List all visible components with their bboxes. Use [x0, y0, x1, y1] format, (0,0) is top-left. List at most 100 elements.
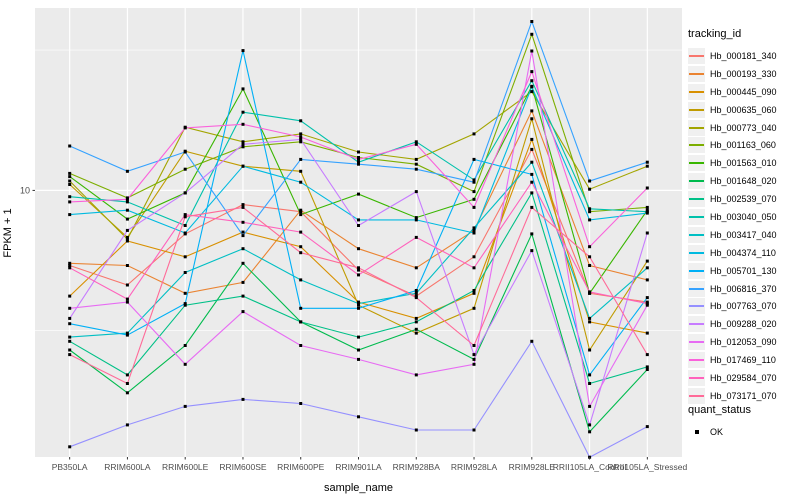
data-point — [530, 109, 534, 113]
data-point — [472, 157, 476, 161]
data-point — [68, 195, 72, 199]
legend-item-label: Hb_000193_330 — [710, 68, 777, 79]
data-point — [472, 353, 476, 357]
data-point — [299, 230, 303, 234]
data-point — [588, 210, 592, 214]
legend-line-icon — [689, 54, 704, 57]
legend-item-Hb_007763_070: Hb_007763_070 — [688, 297, 800, 315]
legend-key-swatch — [688, 65, 705, 82]
data-point — [588, 290, 592, 294]
legend-key-swatch — [688, 352, 705, 369]
legend-item-label: Hb_000773_040 — [710, 122, 777, 133]
data-point — [357, 218, 360, 222]
data-point — [530, 147, 534, 151]
x-tick-label: RRIM928LA — [451, 462, 498, 472]
data-point — [183, 213, 187, 217]
data-point — [241, 142, 245, 146]
data-point — [472, 291, 476, 295]
data-point — [241, 230, 245, 234]
data-point — [414, 140, 418, 144]
data-point — [68, 213, 72, 217]
data-point — [68, 261, 72, 265]
x-tick-label: PB350LA — [52, 462, 88, 472]
data-point — [414, 296, 418, 300]
legend-line-icon — [689, 180, 704, 183]
data-point — [414, 216, 418, 220]
data-point — [125, 373, 129, 377]
data-point — [241, 140, 245, 144]
data-point — [357, 303, 360, 307]
data-point — [530, 232, 534, 236]
legend-item-Hb_001163_060: Hb_001163_060 — [688, 136, 800, 154]
data-point — [414, 157, 418, 161]
data-point — [472, 428, 476, 432]
data-point — [530, 20, 534, 23]
data-point — [530, 49, 534, 53]
x-tick-label: RRIM928LE — [509, 462, 556, 472]
data-point — [588, 348, 592, 352]
data-point — [299, 306, 303, 310]
data-point — [183, 344, 187, 347]
data-point — [68, 294, 72, 298]
data-point — [241, 203, 245, 207]
data-point — [183, 150, 187, 154]
data-point — [530, 90, 534, 94]
data-point — [414, 167, 418, 171]
data-point — [530, 32, 534, 36]
data-point — [530, 137, 534, 141]
data-point — [68, 445, 72, 449]
x-axis-title: sample_name — [324, 482, 393, 494]
data-point — [183, 215, 187, 219]
data-point — [241, 87, 245, 91]
data-point — [357, 156, 360, 159]
data-point — [414, 289, 418, 292]
data-point — [472, 306, 476, 310]
legend-item-Hb_003040_050: Hb_003040_050 — [688, 208, 800, 226]
data-point — [588, 382, 592, 385]
data-point — [472, 197, 476, 201]
legend-item-Hb_000445_090: Hb_000445_090 — [688, 83, 800, 101]
data-point — [357, 302, 360, 306]
data-point — [125, 264, 129, 267]
data-point — [68, 316, 72, 320]
data-point — [645, 353, 649, 357]
data-point — [183, 404, 187, 408]
data-point — [299, 132, 303, 136]
data-point — [645, 205, 649, 209]
data-point — [299, 320, 303, 324]
data-point — [125, 300, 129, 304]
legend-line-icon — [689, 269, 704, 272]
data-point — [530, 172, 534, 176]
data-point — [241, 122, 245, 126]
legend-item-Hb_004374_110: Hb_004374_110 — [688, 244, 800, 262]
data-point — [357, 157, 360, 161]
data-point — [472, 255, 476, 259]
data-point — [183, 303, 187, 307]
data-point — [588, 255, 592, 259]
data-point — [183, 224, 187, 227]
data-point — [357, 335, 360, 339]
data-point — [645, 296, 649, 300]
x-tick-label: RRIM600SE — [219, 462, 267, 472]
legend-key-swatch — [688, 191, 705, 208]
data-point — [530, 249, 534, 253]
data-point — [645, 303, 649, 307]
legend-item-Hb_006816_370: Hb_006816_370 — [688, 280, 800, 298]
data-point — [645, 368, 649, 371]
data-point — [299, 180, 303, 184]
legend-line-icon — [689, 126, 704, 129]
legend-item-label: Hb_001163_060 — [710, 140, 776, 151]
data-point — [299, 245, 303, 249]
quant-ok-label: OK — [710, 426, 724, 437]
data-point — [645, 365, 649, 369]
data-point — [530, 180, 534, 184]
legend-item-label: Hb_001648_020 — [710, 176, 777, 187]
legend-item-Hb_017469_110: Hb_017469_110 — [688, 351, 800, 369]
legend-quant-status: quant_status OK — [688, 404, 800, 441]
legend-key-swatch — [688, 280, 705, 297]
legend-item-label: Hb_017469_110 — [710, 355, 776, 366]
data-point — [472, 289, 476, 292]
legend-item-Hb_002539_070: Hb_002539_070 — [688, 190, 800, 208]
data-point — [645, 425, 649, 429]
